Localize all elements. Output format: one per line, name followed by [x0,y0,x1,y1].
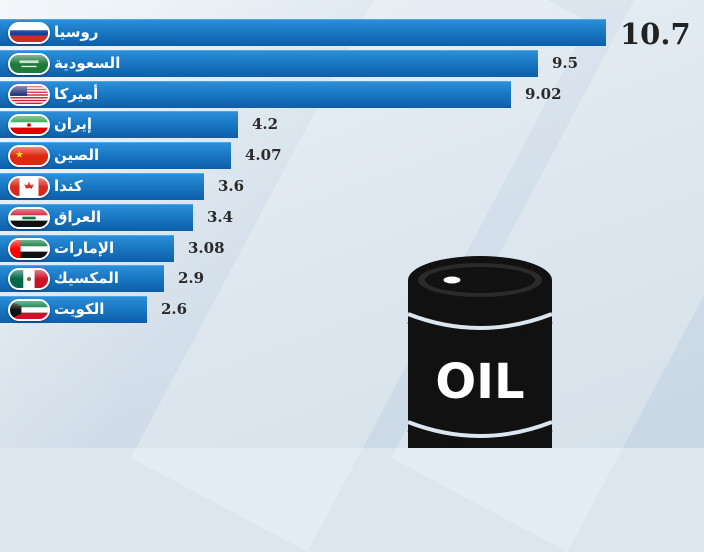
category-label: الصين [54,146,100,164]
bar-row: إيران 4.2 [0,111,704,138]
oil-label: OIL [435,354,524,410]
value-label: 9.5 [552,54,579,72]
value-label: 3.4 [207,208,234,226]
bar-row: العراق 3.4 [0,204,704,231]
value-label: 10.7 [620,17,691,51]
russia-flag-icon [8,22,50,44]
canada-flag-icon [8,176,50,198]
iran-flag-icon [8,114,50,136]
oil-barrel-icon: OIL [407,256,553,448]
bar [0,81,511,108]
bar-row: كندا 3.6 [0,173,704,200]
bar-chart: روسيا 10.7 السعودية 9.5 أميركا 9.02 إيران 4.2 ال… [0,17,704,323]
bar [0,50,538,77]
value-label: 9.02 [525,85,562,103]
value-label: 3.08 [188,239,225,257]
bar-row: الكويت 2.6 [0,296,704,323]
bar [0,19,606,46]
category-label: الإمارات [54,239,115,257]
usa-flag-icon [8,84,50,106]
bar-row: المكسيك 2.9 [0,265,704,292]
value-label: 4.07 [245,146,282,164]
category-label: أميركا [54,85,99,103]
bar-row: السعودية 9.5 [0,50,704,77]
china-flag-icon [8,145,50,167]
saudi-arabia-flag-icon [8,53,50,75]
uae-flag-icon [8,238,50,260]
category-label: المكسيك [54,269,119,287]
kuwait-flag-icon [8,299,50,321]
iraq-flag-icon [8,207,50,229]
bar-row: الإمارات 3.08 [0,235,704,262]
value-label: 4.2 [252,115,279,133]
bar-row: أميركا 9.02 [0,81,704,108]
value-label: 3.6 [218,177,245,195]
category-label: الكويت [54,300,105,318]
category-label: العراق [54,208,102,226]
mexico-flag-icon [8,268,50,290]
bar-row: الصين 4.07 [0,142,704,169]
value-label: 2.9 [178,269,205,287]
category-label: روسيا [54,23,99,41]
bar-row: روسيا 10.7 [0,17,704,51]
category-label: السعودية [54,54,121,72]
category-label: كندا [54,177,83,195]
value-label: 2.6 [161,300,188,318]
category-label: إيران [54,115,93,133]
